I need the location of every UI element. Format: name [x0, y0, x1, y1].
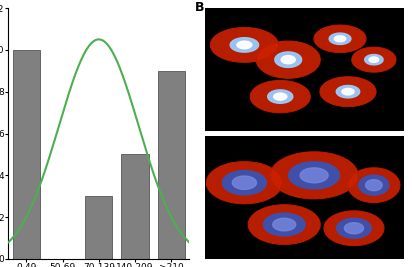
Polygon shape — [274, 93, 287, 100]
Polygon shape — [281, 56, 295, 64]
Polygon shape — [250, 81, 310, 113]
Polygon shape — [248, 205, 320, 244]
Polygon shape — [344, 223, 363, 234]
Polygon shape — [206, 162, 282, 204]
Bar — [85, 196, 112, 259]
Polygon shape — [369, 57, 379, 62]
Polygon shape — [263, 213, 305, 236]
Polygon shape — [222, 171, 266, 195]
Polygon shape — [275, 52, 302, 68]
Bar — [158, 71, 185, 259]
Text: B: B — [194, 1, 204, 14]
Polygon shape — [300, 168, 328, 183]
Polygon shape — [352, 47, 396, 72]
Bar — [122, 154, 149, 259]
Polygon shape — [348, 168, 400, 202]
Polygon shape — [314, 25, 366, 52]
Polygon shape — [334, 36, 346, 42]
Polygon shape — [230, 38, 259, 52]
Polygon shape — [320, 77, 376, 107]
Polygon shape — [359, 175, 389, 195]
Polygon shape — [256, 41, 320, 78]
Bar — [13, 50, 40, 259]
Polygon shape — [232, 176, 257, 189]
Polygon shape — [365, 54, 383, 65]
Polygon shape — [268, 90, 293, 103]
Polygon shape — [237, 41, 252, 49]
Polygon shape — [329, 33, 351, 44]
Polygon shape — [211, 28, 278, 62]
Polygon shape — [336, 85, 360, 98]
Polygon shape — [289, 162, 339, 189]
Polygon shape — [337, 218, 371, 238]
Polygon shape — [324, 211, 384, 245]
Polygon shape — [270, 152, 358, 199]
Polygon shape — [273, 218, 296, 231]
Polygon shape — [342, 88, 354, 95]
Polygon shape — [365, 180, 382, 191]
